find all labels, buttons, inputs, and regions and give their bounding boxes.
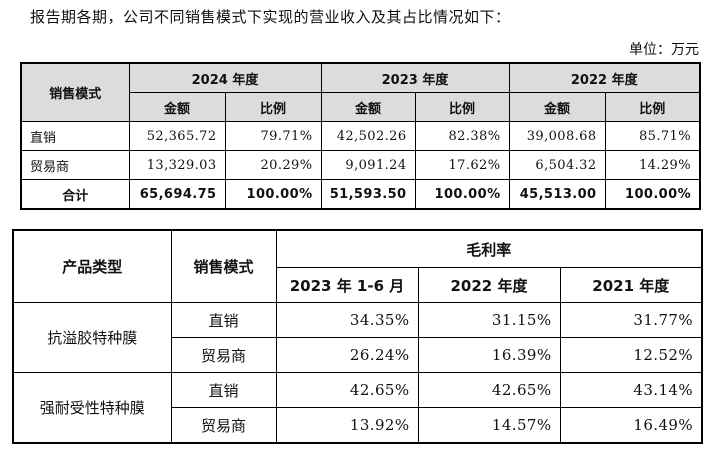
table2-header-row-1: 产品类型 销售模式 毛利率 [12, 229, 703, 303]
amount-cell: 6,504.32 [508, 150, 606, 180]
margin-cell: 16.39% [417, 337, 561, 373]
table-row: 抗溢胶特种膜 直销 34.35% 31.15% 31.77% [12, 302, 703, 373]
margin-cell: 26.24% [275, 337, 419, 373]
ratio-cell: 14.29% [604, 150, 701, 180]
table-row: 贸易商 13,329.03 20.29% 9,091.24 17.62% 6,5… [20, 150, 701, 180]
amount-cell: 9,091.24 [320, 150, 416, 180]
sales-mode-cell: 直销 [170, 372, 277, 408]
unit-label: 单位：万元 [629, 42, 699, 58]
table1-amount-header: 金额 [320, 92, 416, 122]
margin-cell: 12.52% [559, 337, 703, 373]
row-label: 贸易商 [20, 150, 130, 180]
margin-cell: 31.15% [417, 302, 561, 338]
ratio-cell: 100.00% [414, 179, 510, 210]
sales-mode-cell: 贸易商 [170, 337, 277, 373]
amount-cell: 13,329.03 [128, 150, 226, 180]
margin-cell: 13.92% [275, 407, 419, 444]
product-type-cell: 抗溢胶特种膜 [12, 302, 172, 373]
margin-cell: 31.77% [559, 302, 703, 338]
table1-year-header: 2023 年度 [320, 62, 510, 93]
table1-year-header: 2022 年度 [508, 62, 701, 93]
amount-cell: 51,593.50 [320, 179, 416, 210]
total-label: 合计 [20, 179, 130, 210]
intro-text: 报告期各期，公司不同销售模式下实现的营业收入及其占比情况如下： [30, 8, 511, 26]
sales-mode-cell: 直销 [170, 302, 277, 338]
table1-header-row-2: 金额 比例 金额 比例 金额 比例 [21, 92, 701, 122]
table1-ratio-header: 比例 [604, 92, 701, 122]
ratio-cell: 100.00% [224, 179, 322, 210]
margin-cell: 43.14% [559, 372, 703, 408]
ratio-cell: 17.62% [414, 150, 510, 180]
gross-margin-table: 产品类型 销售模式 毛利率 2023 年 1-6 月 2022 年度 2021 … [12, 229, 704, 444]
ratio-cell: 100.00% [604, 179, 701, 210]
table-row: 贸易商 13.92% 14.57% 16.49% [13, 407, 703, 444]
table2-mode-header: 销售模式 [170, 229, 277, 303]
table2-header-row-2: 2023 年 1-6 月 2022 年度 2021 年度 [13, 267, 703, 303]
amount-cell: 45,513.00 [508, 179, 606, 210]
margin-cell: 16.49% [559, 407, 703, 444]
amount-cell: 52,365.72 [128, 121, 226, 151]
product-type-cell: 强耐受性特种膜 [12, 372, 172, 444]
amount-cell: 42,502.26 [320, 121, 416, 151]
sales-mode-cell: 贸易商 [170, 407, 277, 444]
ratio-cell: 82.38% [414, 121, 510, 151]
table1-year-header: 2024 年度 [128, 62, 322, 93]
margin-cell: 42.65% [417, 372, 561, 408]
table2-period-header: 2023 年 1-6 月 [275, 267, 419, 303]
amount-cell: 39,008.68 [508, 121, 606, 151]
total-row: 合计 65,694.75 100.00% 51,593.50 100.00% 4… [20, 179, 701, 210]
ratio-cell: 85.71% [604, 121, 701, 151]
table1-amount-header: 金额 [508, 92, 606, 122]
sales-mode-revenue-table: 销售模式 2024 年度 2023 年度 2022 年度 金额 比例 金额 比例… [20, 62, 701, 210]
table1-amount-header: 金额 [128, 92, 226, 122]
margin-cell: 14.57% [417, 407, 561, 444]
table2-margin-header: 毛利率 [275, 229, 703, 268]
table-row: 强耐受性特种膜 直销 42.65% 42.65% 43.14% [12, 372, 703, 444]
table2-period-header: 2022 年度 [417, 267, 561, 303]
table1-ratio-header: 比例 [414, 92, 510, 122]
table-row: 直销 52,365.72 79.71% 42,502.26 82.38% 39,… [20, 121, 701, 151]
table1-mode-header: 销售模式 [20, 62, 130, 122]
amount-cell: 65,694.75 [128, 179, 226, 210]
margin-cell: 34.35% [275, 302, 419, 338]
table2-period-header: 2021 年度 [559, 267, 703, 303]
ratio-cell: 20.29% [224, 150, 322, 180]
margin-cell: 42.65% [275, 372, 419, 408]
table-row: 贸易商 26.24% 16.39% 12.52% [13, 337, 703, 373]
table1-ratio-header: 比例 [224, 92, 322, 122]
table1-header-row-1: 销售模式 2024 年度 2023 年度 2022 年度 [20, 62, 701, 122]
ratio-cell: 79.71% [224, 121, 322, 151]
row-label: 直销 [20, 121, 130, 151]
table2-product-header: 产品类型 [12, 229, 172, 303]
